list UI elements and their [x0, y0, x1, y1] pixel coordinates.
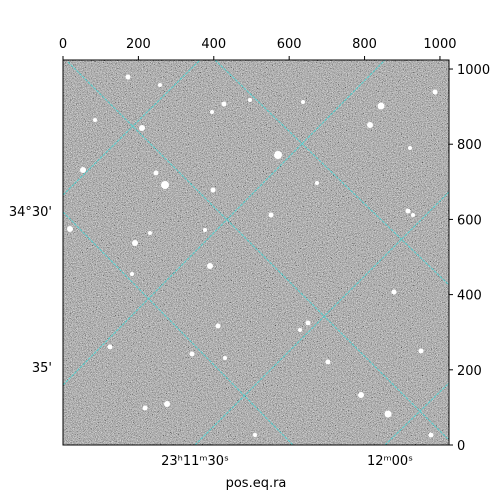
y-tick-label: 1000	[457, 63, 490, 78]
star	[325, 359, 331, 365]
star	[139, 125, 145, 131]
grid-line	[67, 61, 449, 441]
star	[384, 410, 392, 418]
y-tick-label: 200	[457, 364, 482, 379]
star	[125, 74, 131, 80]
frame	[62, 59, 450, 446]
star	[367, 122, 373, 128]
star	[253, 433, 257, 437]
star	[301, 100, 305, 104]
dec-tick-label: 35'	[32, 361, 52, 376]
y-tick-label: 0	[457, 439, 465, 454]
ra-tick-label: 23ʰ11ᵐ30ˢ	[161, 454, 229, 469]
star	[408, 146, 412, 150]
star	[432, 89, 438, 95]
x-tick-label: 1000	[423, 37, 456, 52]
star	[298, 328, 302, 332]
star	[248, 98, 252, 102]
star	[164, 401, 170, 407]
star	[142, 405, 148, 411]
y-tick-label: 400	[457, 289, 482, 304]
image-noise	[63, 60, 449, 445]
ra-tick-label: 12ᵐ00ˢ	[367, 454, 413, 469]
x-tick-label: 400	[201, 37, 226, 52]
x-tick-label: 0	[59, 37, 67, 52]
star	[80, 167, 86, 173]
star	[358, 392, 364, 398]
star	[268, 212, 274, 218]
star	[215, 323, 221, 329]
star	[153, 170, 159, 176]
star	[391, 289, 397, 295]
star	[67, 226, 73, 232]
star	[411, 213, 415, 217]
x-tick-label: 200	[126, 37, 151, 52]
star	[405, 208, 411, 214]
stars	[67, 74, 438, 438]
star	[418, 348, 424, 354]
grid-line	[63, 211, 294, 445]
star	[203, 228, 207, 232]
star	[210, 187, 216, 193]
star	[132, 240, 138, 246]
star	[207, 263, 213, 269]
grid-line	[214, 60, 449, 286]
x-axis-label: pos.eq.ra	[226, 476, 287, 491]
grid-line	[63, 60, 386, 386]
y-tick-label: 600	[457, 213, 482, 228]
x-tick-label: 800	[352, 37, 377, 52]
coordinate-grid	[63, 60, 449, 445]
dec-tick-label: 34°30'	[9, 205, 52, 220]
x-tick-label: 600	[277, 37, 302, 52]
star	[377, 102, 385, 110]
star	[107, 344, 113, 350]
star	[93, 118, 97, 122]
grid-line	[384, 382, 449, 445]
star	[148, 231, 152, 235]
star	[158, 83, 162, 87]
star	[305, 320, 311, 326]
star	[130, 272, 134, 276]
star	[221, 101, 227, 107]
grid-line	[194, 191, 449, 445]
star	[210, 110, 214, 114]
y-tick-label: 800	[457, 138, 482, 153]
star	[161, 181, 169, 189]
star	[223, 356, 227, 360]
sky-image	[63, 60, 449, 445]
star	[315, 181, 319, 185]
star	[274, 151, 282, 159]
star	[189, 351, 195, 357]
star	[428, 432, 434, 438]
grid-line	[63, 60, 201, 196]
